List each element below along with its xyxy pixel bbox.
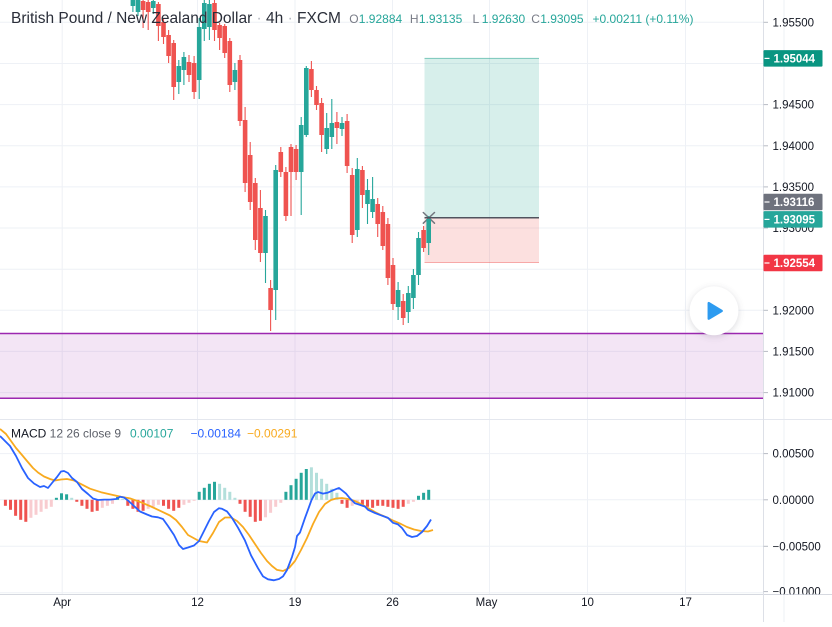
svg-text:1.94000: 1.94000 [773, 141, 815, 153]
svg-text:−0.00500: −0.00500 [773, 541, 821, 553]
svg-text:1.95044: 1.95044 [774, 54, 816, 66]
svg-text:L: L [473, 12, 480, 26]
svg-text:19: 19 [289, 597, 302, 609]
svg-text:Apr: Apr [53, 597, 71, 609]
svg-text:1.94500: 1.94500 [773, 100, 815, 112]
svg-text:1.92630: 1.92630 [482, 12, 526, 26]
svg-text:1.93135: 1.93135 [419, 12, 463, 26]
svg-text:1.91500: 1.91500 [773, 347, 815, 359]
svg-text:H: H [410, 12, 419, 26]
svg-text:0.00000: 0.00000 [773, 495, 815, 507]
svg-text:26: 26 [386, 597, 399, 609]
svg-text:17: 17 [679, 597, 692, 609]
svg-text:1.92554: 1.92554 [774, 258, 816, 270]
svg-text:−0.00184: −0.00184 [191, 427, 242, 441]
svg-text:−0.01000: −0.01000 [773, 587, 821, 599]
svg-text:1.91000: 1.91000 [773, 388, 815, 400]
svg-text:MACD 12 26 close 9: MACD 12 26 close 9 [11, 427, 121, 441]
svg-text:C: C [531, 12, 540, 26]
svg-text:1.93500: 1.93500 [773, 182, 815, 194]
svg-text:10: 10 [581, 597, 594, 609]
svg-text:1.92000: 1.92000 [773, 305, 815, 317]
svg-text:O: O [349, 12, 358, 26]
svg-text:12: 12 [191, 597, 204, 609]
svg-text:1.92884: 1.92884 [359, 12, 403, 26]
svg-text:May: May [476, 597, 498, 609]
svg-text:1.93095: 1.93095 [774, 215, 816, 227]
svg-text:−0.00291: −0.00291 [247, 427, 298, 441]
svg-text:0.00107: 0.00107 [130, 427, 174, 441]
svg-text:British Pound / New Zealand Do: British Pound / New Zealand Dollar · 4h … [11, 10, 341, 27]
svg-text:1.95500: 1.95500 [773, 17, 815, 29]
svg-text:1.93116: 1.93116 [774, 197, 815, 209]
svg-text:0.00500: 0.00500 [773, 449, 815, 461]
svg-text:1.93095: 1.93095 [540, 12, 584, 26]
svg-text:+0.00211 (+0.11%): +0.00211 (+0.11%) [593, 12, 694, 26]
